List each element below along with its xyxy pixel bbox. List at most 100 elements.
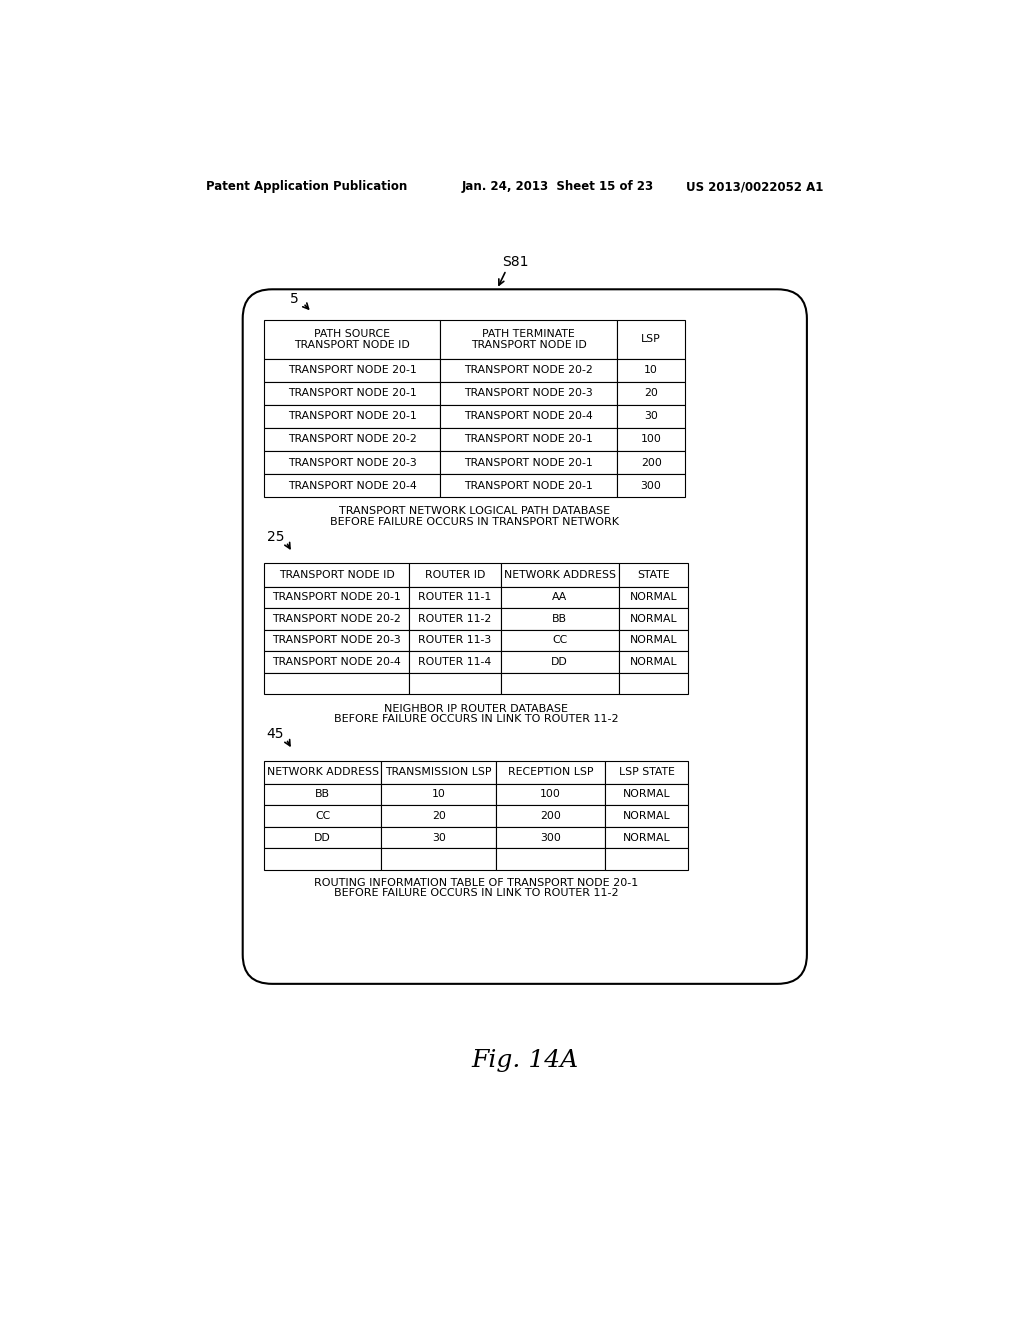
Bar [263,321,440,359]
Bar [501,586,618,609]
Text: 10: 10 [432,789,445,800]
Bar [263,849,381,870]
Bar [617,405,685,428]
Text: ROUTER 11-1: ROUTER 11-1 [419,593,492,602]
Text: ROUTING INFORMATION TABLE OF TRANSPORT NODE 20-1: ROUTING INFORMATION TABLE OF TRANSPORT N… [313,878,638,887]
Text: PATH TERMINATE
TRANSPORT NODE ID: PATH TERMINATE TRANSPORT NODE ID [471,329,587,350]
Bar [617,451,685,474]
Bar [263,630,410,651]
Text: NORMAL: NORMAL [630,657,677,667]
Bar [617,474,685,498]
Text: NORMAL: NORMAL [623,789,671,800]
Bar [440,381,617,405]
Text: 100: 100 [641,434,662,445]
Bar [617,381,685,405]
Text: NORMAL: NORMAL [630,635,677,645]
Bar [440,321,617,359]
Text: AA: AA [552,593,567,602]
Text: CC: CC [315,810,330,821]
Text: NORMAL: NORMAL [630,593,677,602]
Text: BEFORE FAILURE OCCURS IN LINK TO ROUTER 11-2: BEFORE FAILURE OCCURS IN LINK TO ROUTER … [334,888,618,899]
Bar [381,805,496,826]
Text: Fig. 14A: Fig. 14A [471,1049,579,1072]
Bar [263,405,440,428]
Text: US 2013/0022052 A1: US 2013/0022052 A1 [686,181,823,194]
Text: 10: 10 [644,366,658,375]
Bar [604,760,688,784]
Bar [410,673,501,694]
Text: TRANSPORT NODE 20-4: TRANSPORT NODE 20-4 [272,657,400,667]
Bar [501,673,618,694]
Bar [410,609,501,630]
Text: BEFORE FAILURE OCCURS IN LINK TO ROUTER 11-2: BEFORE FAILURE OCCURS IN LINK TO ROUTER … [334,714,618,725]
Bar [501,651,618,673]
Text: BEFORE FAILURE OCCURS IN TRANSPORT NETWORK: BEFORE FAILURE OCCURS IN TRANSPORT NETWO… [330,517,618,527]
Text: BB: BB [552,614,567,624]
Bar [440,359,617,381]
Bar [604,805,688,826]
Text: 300: 300 [540,833,561,842]
Bar [496,826,604,849]
Bar [263,826,381,849]
Text: Patent Application Publication: Patent Application Publication [206,181,407,194]
Bar [618,630,688,651]
Text: LSP STATE: LSP STATE [618,767,675,777]
Text: TRANSPORT NODE 20-2: TRANSPORT NODE 20-2 [272,614,400,624]
Bar [618,586,688,609]
Bar [496,805,604,826]
Text: 30: 30 [432,833,445,842]
Text: ROUTER ID: ROUTER ID [425,570,485,579]
Bar [440,451,617,474]
Text: 300: 300 [641,480,662,491]
Text: TRANSPORT NODE 20-3: TRANSPORT NODE 20-3 [272,635,400,645]
Text: 20: 20 [644,388,658,399]
FancyBboxPatch shape [243,289,807,983]
Text: BB: BB [315,789,330,800]
Bar [440,428,617,451]
Bar [263,381,440,405]
Text: TRANSPORT NODE 20-1: TRANSPORT NODE 20-1 [288,412,417,421]
Text: TRANSPORT NODE 20-1: TRANSPORT NODE 20-1 [272,593,400,602]
Bar [501,564,618,586]
Bar [263,451,440,474]
Bar [618,609,688,630]
Text: PATH SOURCE
TRANSPORT NODE ID: PATH SOURCE TRANSPORT NODE ID [294,329,410,350]
Text: NETWORK ADDRESS: NETWORK ADDRESS [266,767,379,777]
Text: DD: DD [314,833,331,842]
Text: NORMAL: NORMAL [623,810,671,821]
Text: 100: 100 [540,789,561,800]
Text: Jan. 24, 2013  Sheet 15 of 23: Jan. 24, 2013 Sheet 15 of 23 [461,181,653,194]
Bar [381,784,496,805]
Text: S81: S81 [502,255,528,269]
Bar [501,609,618,630]
Bar [496,784,604,805]
Text: CC: CC [552,635,567,645]
Bar [263,474,440,498]
Text: NORMAL: NORMAL [630,614,677,624]
Text: 5: 5 [290,292,299,305]
Bar [263,609,410,630]
Bar [410,586,501,609]
Bar [440,405,617,428]
Bar [410,630,501,651]
Bar [381,760,496,784]
Bar [501,630,618,651]
Text: TRANSPORT NODE 20-3: TRANSPORT NODE 20-3 [288,458,417,467]
Bar [604,826,688,849]
Text: 200: 200 [641,458,662,467]
Bar [617,359,685,381]
Text: TRANSPORT NETWORK LOGICAL PATH DATABASE: TRANSPORT NETWORK LOGICAL PATH DATABASE [339,507,610,516]
Text: LSP: LSP [641,334,662,345]
Text: NEIGHBOR IP ROUTER DATABASE: NEIGHBOR IP ROUTER DATABASE [384,704,568,714]
Bar [604,784,688,805]
Bar [263,428,440,451]
Text: STATE: STATE [637,570,670,579]
Bar [410,564,501,586]
Text: TRANSPORT NODE 20-2: TRANSPORT NODE 20-2 [464,366,593,375]
Text: TRANSPORT NODE 20-1: TRANSPORT NODE 20-1 [288,366,417,375]
Text: TRANSPORT NODE 20-4: TRANSPORT NODE 20-4 [288,480,417,491]
Text: NETWORK ADDRESS: NETWORK ADDRESS [504,570,615,579]
Text: TRANSPORT NODE 20-1: TRANSPORT NODE 20-1 [464,480,593,491]
Bar [440,474,617,498]
Bar [618,564,688,586]
